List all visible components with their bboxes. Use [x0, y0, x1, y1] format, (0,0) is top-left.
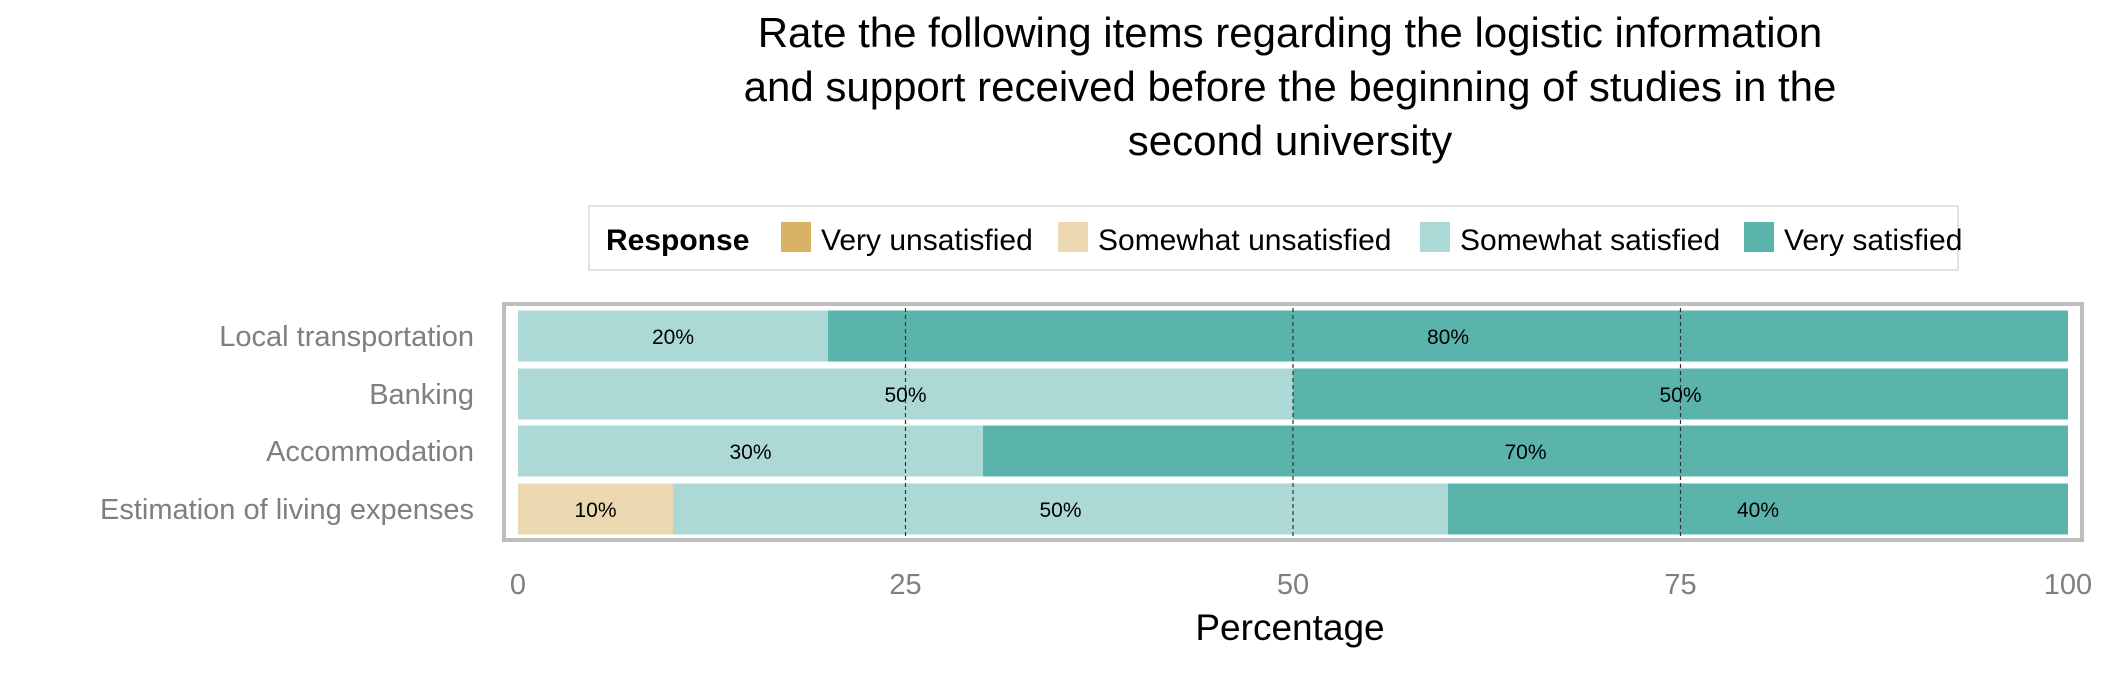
data-label: 70% — [1504, 441, 1546, 464]
category-label: Banking — [369, 379, 474, 411]
bar-segment — [673, 483, 1448, 535]
bar-segment — [518, 483, 673, 535]
chart-title-line-3: second university — [1128, 117, 1453, 164]
data-label: 50% — [1039, 499, 1081, 522]
data-label: 50% — [884, 384, 926, 407]
x-tick-label: 100 — [2044, 569, 2092, 601]
x-tick-label: 25 — [889, 569, 921, 601]
chart-title-line-1: Rate the following items regarding the l… — [758, 9, 1823, 56]
bar-segment — [518, 310, 828, 362]
x-tick-label: 0 — [510, 569, 526, 601]
chart-title: Rate the following items regarding the l… — [744, 9, 1837, 164]
x-axis-title: Percentage — [1195, 607, 1384, 648]
category-label: Accommodation — [266, 436, 474, 468]
legend-key — [1744, 222, 1774, 252]
legend-box — [588, 205, 1959, 271]
category-label: Estimation of living expenses — [100, 494, 474, 526]
panel-border — [502, 302, 2084, 542]
legend-key — [1058, 222, 1088, 252]
legend-label: Very satisfied — [1784, 224, 1962, 257]
bar-segment — [828, 310, 2068, 362]
legend-label: Somewhat satisfied — [1460, 224, 1720, 257]
legend-key — [1420, 222, 1450, 252]
legend-label: Very unsatisfied — [821, 224, 1033, 257]
data-label: 40% — [1737, 499, 1779, 522]
bar-segment — [1448, 483, 2068, 535]
legend-item: Very unsatisfied — [781, 222, 1033, 257]
data-label: 50% — [1659, 384, 1701, 407]
x-tick-label: 50 — [1277, 569, 1309, 601]
legend-key — [781, 222, 811, 252]
data-label: 30% — [729, 441, 771, 464]
data-label: 20% — [652, 326, 694, 349]
x-tick-label: 75 — [1664, 569, 1696, 601]
legend-label: Somewhat unsatisfied — [1098, 224, 1392, 257]
bar-segment — [983, 425, 2068, 477]
category-label: Local transportation — [219, 321, 474, 353]
legend-item: Somewhat unsatisfied — [1058, 222, 1392, 257]
chart-title-line-2: and support received before the beginnin… — [744, 63, 1837, 110]
legend-item: Very satisfied — [1744, 222, 1962, 257]
legend: Response Very unsatisfied Somewhat unsati… — [588, 205, 1962, 271]
data-label: 10% — [574, 499, 616, 522]
data-label: 80% — [1427, 326, 1469, 349]
legend-title: Response — [606, 224, 749, 257]
legend-item: Somewhat satisfied — [1420, 222, 1720, 257]
plot-area: 20% 80% 50% 50% 30% 70% 10% 50% 40% 0 25 50 75 100 L… — [100, 302, 2092, 601]
